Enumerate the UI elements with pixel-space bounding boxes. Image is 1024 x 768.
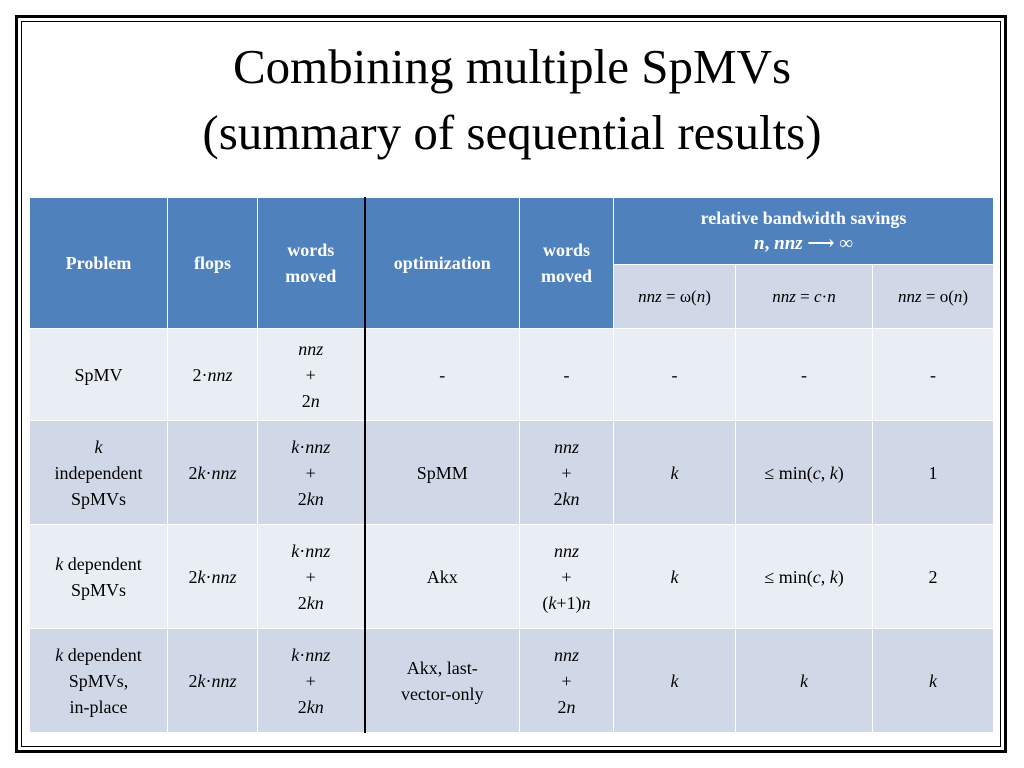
subheader-nnz-omega-n: nnz = ω(n) xyxy=(613,264,736,329)
cell-savings-omega: - xyxy=(613,328,736,421)
cell-problem: k dependent SpMVs, in-place xyxy=(29,628,168,733)
cell-optimization: SpMM xyxy=(363,420,520,525)
table-row: k dependent SpMVs 2k·nnz k·nnz +2kn Akx n… xyxy=(29,524,995,629)
cell-optimization: Akx xyxy=(363,524,520,629)
cell-savings-cn: ≤ min(c, k) xyxy=(735,524,873,629)
cell-words-moved: k·nnz +2kn xyxy=(257,628,365,733)
slide-outer-border xyxy=(15,15,1007,753)
header-flops: flops xyxy=(167,197,258,329)
table-row: k independent SpMVs 2k·nnz k·nnz +2kn SpM… xyxy=(29,420,995,525)
cell-savings-cn: ≤ min(c, k) xyxy=(735,420,873,525)
title-line-2: (summary of sequential results) xyxy=(202,105,822,160)
cell-savings-omega: k xyxy=(613,420,736,525)
cell-problem: k independent SpMVs xyxy=(29,420,168,525)
cell-savings-omega: k xyxy=(613,628,736,733)
header-words-moved-opt: words moved xyxy=(519,197,614,329)
slide-inner-border xyxy=(21,21,1001,747)
cell-savings-o: 1 xyxy=(871,420,995,525)
header-savings-line-2: n, nnz ⟶ ∞ xyxy=(754,233,853,254)
cell-words-moved-opt: nnz +2kn xyxy=(519,420,614,525)
subheader-nnz-o-n: nnz = o(n) xyxy=(871,264,995,329)
title-line-1: Combining multiple SpMVs xyxy=(232,39,792,94)
subheader-nnz-c-n: nnz = c·n xyxy=(735,264,873,329)
header-words-moved-line-2: moved xyxy=(285,266,337,286)
header-words-moved: words moved xyxy=(257,197,365,329)
cell-words-moved: k·nnz +2kn xyxy=(257,420,365,525)
slide-title: Combining multiple SpMVs (summary of seq… xyxy=(30,34,994,166)
header-words-moved-opt-line-1: words xyxy=(542,240,590,260)
cell-savings-o: k xyxy=(871,628,995,733)
cell-words-moved-opt: - xyxy=(519,328,614,421)
table-row: k dependent SpMVs, in-place 2k·nnz k·nnz… xyxy=(29,628,995,733)
table-row: SpMV 2·nnz nnz +2n - - - - - xyxy=(29,328,995,421)
cell-words-moved: nnz +2n xyxy=(257,328,365,421)
cell-flops: 2·nnz xyxy=(167,328,258,421)
cell-savings-cn: - xyxy=(735,328,873,421)
cell-flops: 2k·nnz xyxy=(167,628,258,733)
cell-savings-o: 2 xyxy=(871,524,995,629)
cell-words-moved-opt: nnz +2n xyxy=(519,628,614,733)
cell-problem: k dependent SpMVs xyxy=(29,524,168,629)
cell-optimization: Akx, last- vector-only xyxy=(363,628,520,733)
header-optimization: optimization xyxy=(363,197,520,329)
results-table: Problem flops words moved optimization w… xyxy=(29,197,995,733)
header-savings-line-1: relative bandwidth savings xyxy=(700,208,907,228)
cell-savings-o: - xyxy=(871,328,995,421)
header-problem: Problem xyxy=(29,197,168,329)
cell-flops: 2k·nnz xyxy=(167,524,258,629)
cell-flops: 2k·nnz xyxy=(167,420,258,525)
cell-words-moved: k·nnz +2kn xyxy=(257,524,365,629)
cell-problem: SpMV xyxy=(29,328,168,421)
cell-savings-cn: k xyxy=(735,628,873,733)
header-words-moved-opt-line-2: moved xyxy=(541,266,592,286)
cell-words-moved-opt: nnz + (k+1)n xyxy=(519,524,614,629)
header-bandwidth-savings: relative bandwidth savings n, nnz ⟶ ∞ xyxy=(612,197,995,265)
cell-optimization: - xyxy=(363,328,520,421)
cell-savings-omega: k xyxy=(613,524,736,629)
header-words-moved-line-1: words xyxy=(287,240,335,260)
